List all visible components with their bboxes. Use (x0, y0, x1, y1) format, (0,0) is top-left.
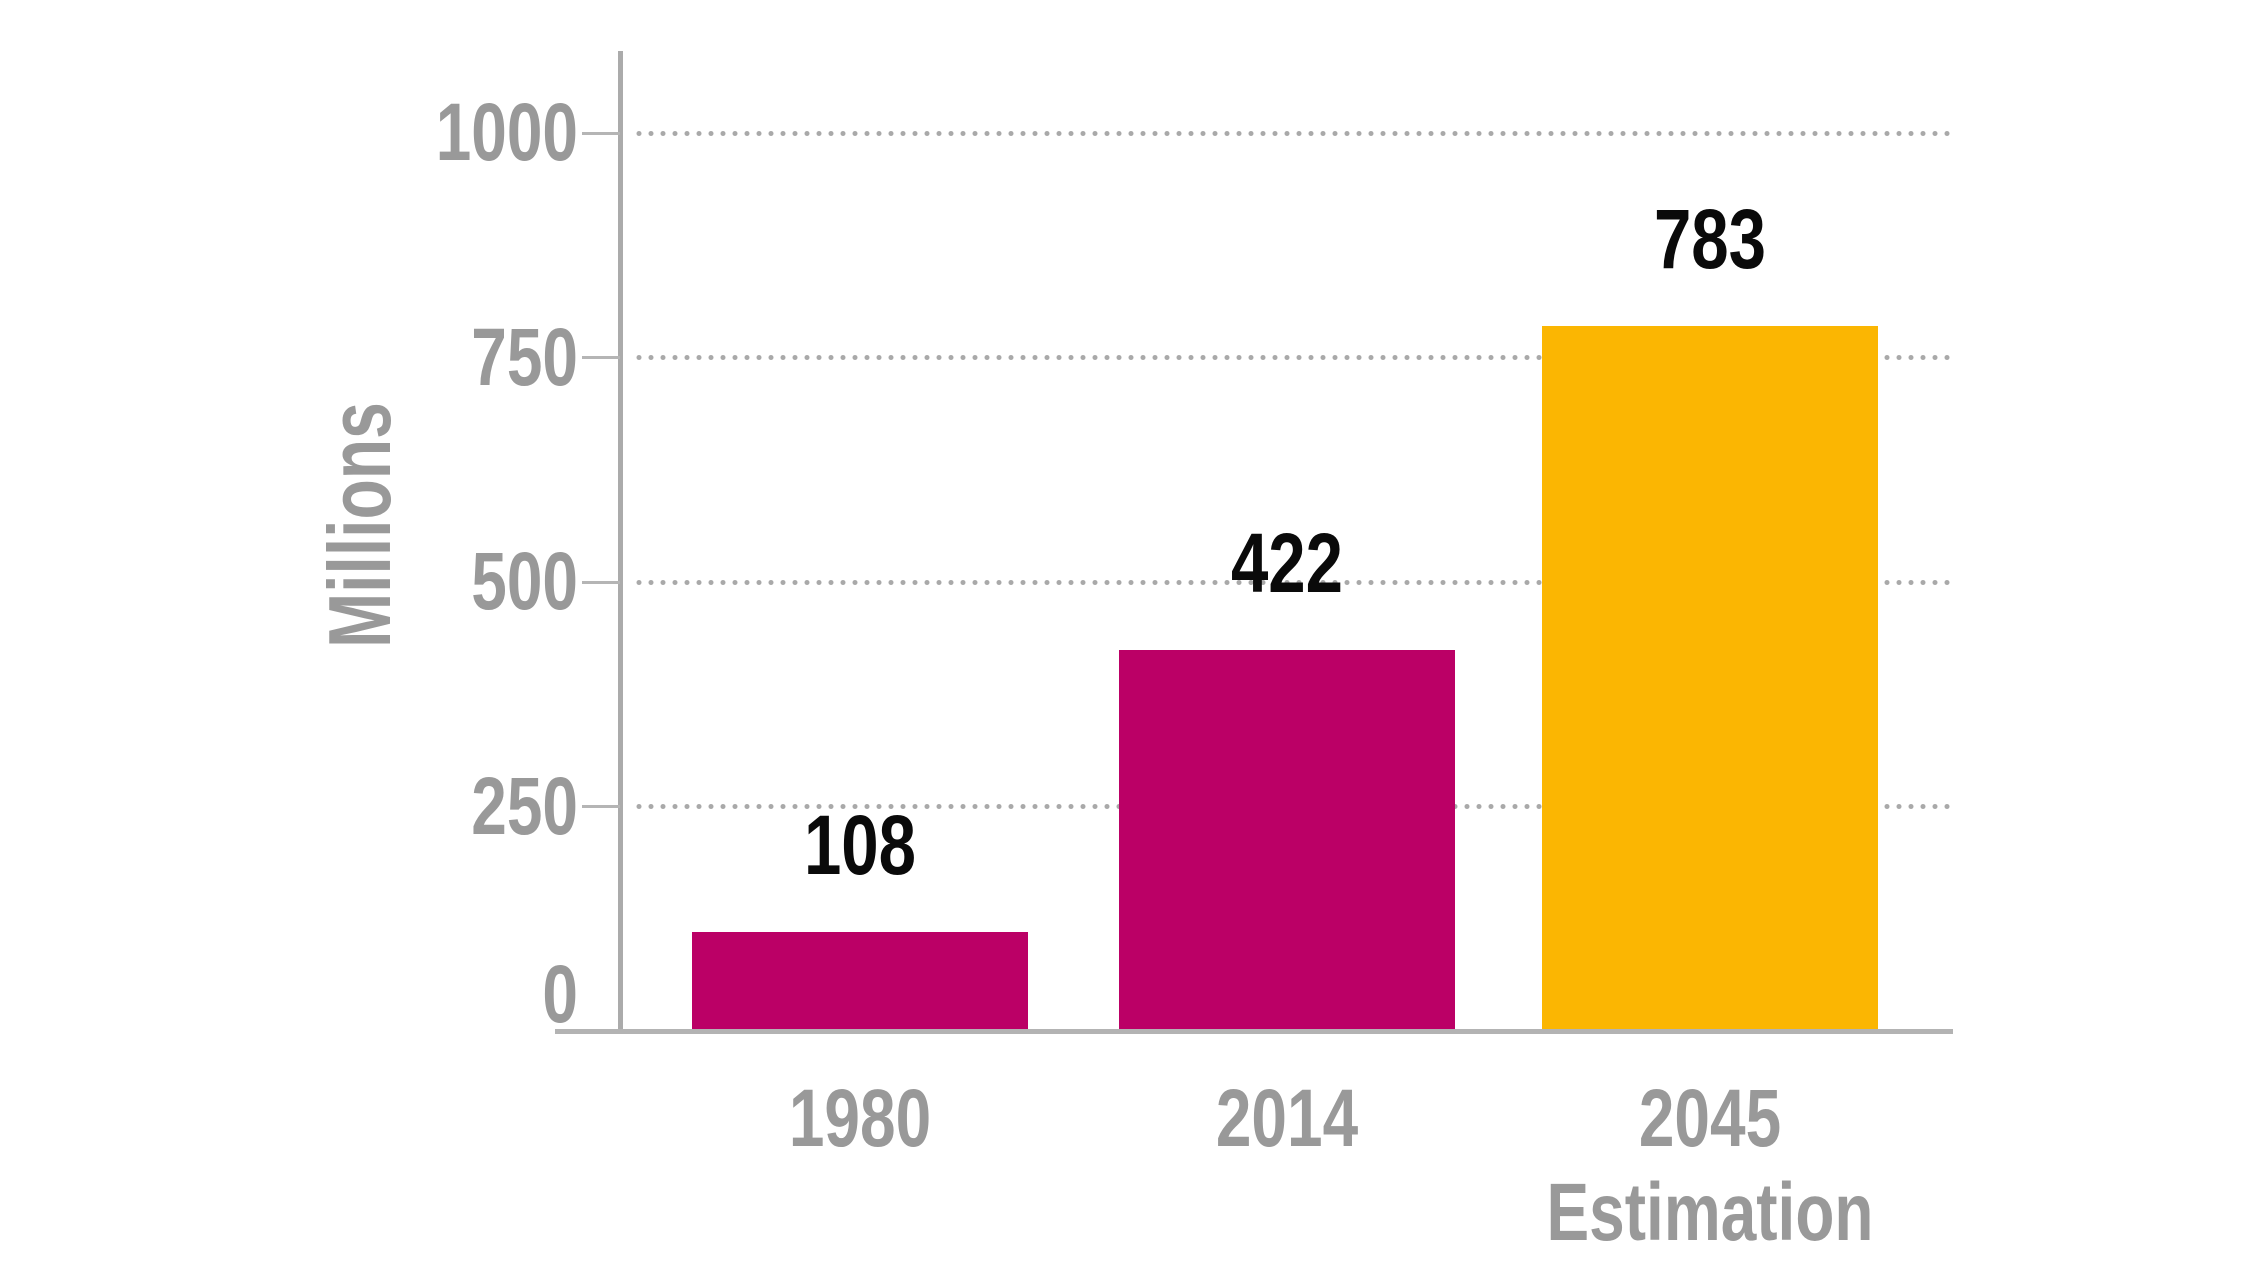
x-axis-line (555, 1029, 1953, 1034)
bar-value-label-1980: 108 (803, 798, 917, 892)
bar-value-label-2045-estimation: 783 (1653, 192, 1767, 286)
y-tick-mark-500 (582, 580, 620, 584)
bar-1980 (692, 932, 1028, 1029)
x-category-label-1980: 1980 (657, 1072, 1063, 1166)
x-category-line1-1980: 1980 (788, 1073, 932, 1164)
gridline-1000 (633, 130, 1953, 136)
y-tick-label-0: 0 (542, 949, 578, 1040)
gridline-750 (633, 355, 1953, 360)
bar-2014 (1119, 650, 1455, 1029)
bar-value-label-2014: 422 (1230, 516, 1344, 610)
x-category-label-2045-estimation: 2045 Estimation (1507, 1072, 1913, 1260)
y-tick-mark-750 (582, 356, 620, 359)
y-tick-label-1000: 1000 (435, 87, 578, 178)
y-tick-label-250: 250 (471, 760, 578, 852)
bar-2045-estimation (1542, 326, 1878, 1029)
x-category-line1-2014: 2014 (1215, 1073, 1359, 1164)
y-tick-mark-250 (582, 805, 620, 808)
y-tick-label-750: 750 (471, 311, 578, 403)
gridline-500 (633, 579, 1953, 585)
y-axis-line (618, 51, 623, 1034)
y-tick-mark-1000 (582, 131, 620, 135)
y-tick-label-500: 500 (471, 536, 578, 627)
x-category-line1-2045-estimation: 2045 (1638, 1073, 1782, 1164)
x-category-label-2014: 2014 (1084, 1072, 1490, 1166)
x-category-line2-2045-estimation: Estimation (1546, 1167, 1874, 1258)
